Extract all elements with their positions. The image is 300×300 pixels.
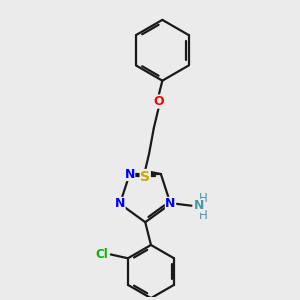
Text: O: O xyxy=(153,95,164,108)
Text: N: N xyxy=(194,199,204,212)
Text: N: N xyxy=(115,197,125,210)
Text: Cl: Cl xyxy=(95,248,108,261)
Text: H: H xyxy=(199,209,207,222)
Text: H: H xyxy=(199,192,207,205)
Text: N: N xyxy=(124,168,135,181)
Text: S: S xyxy=(140,169,150,184)
Text: N: N xyxy=(165,197,176,210)
